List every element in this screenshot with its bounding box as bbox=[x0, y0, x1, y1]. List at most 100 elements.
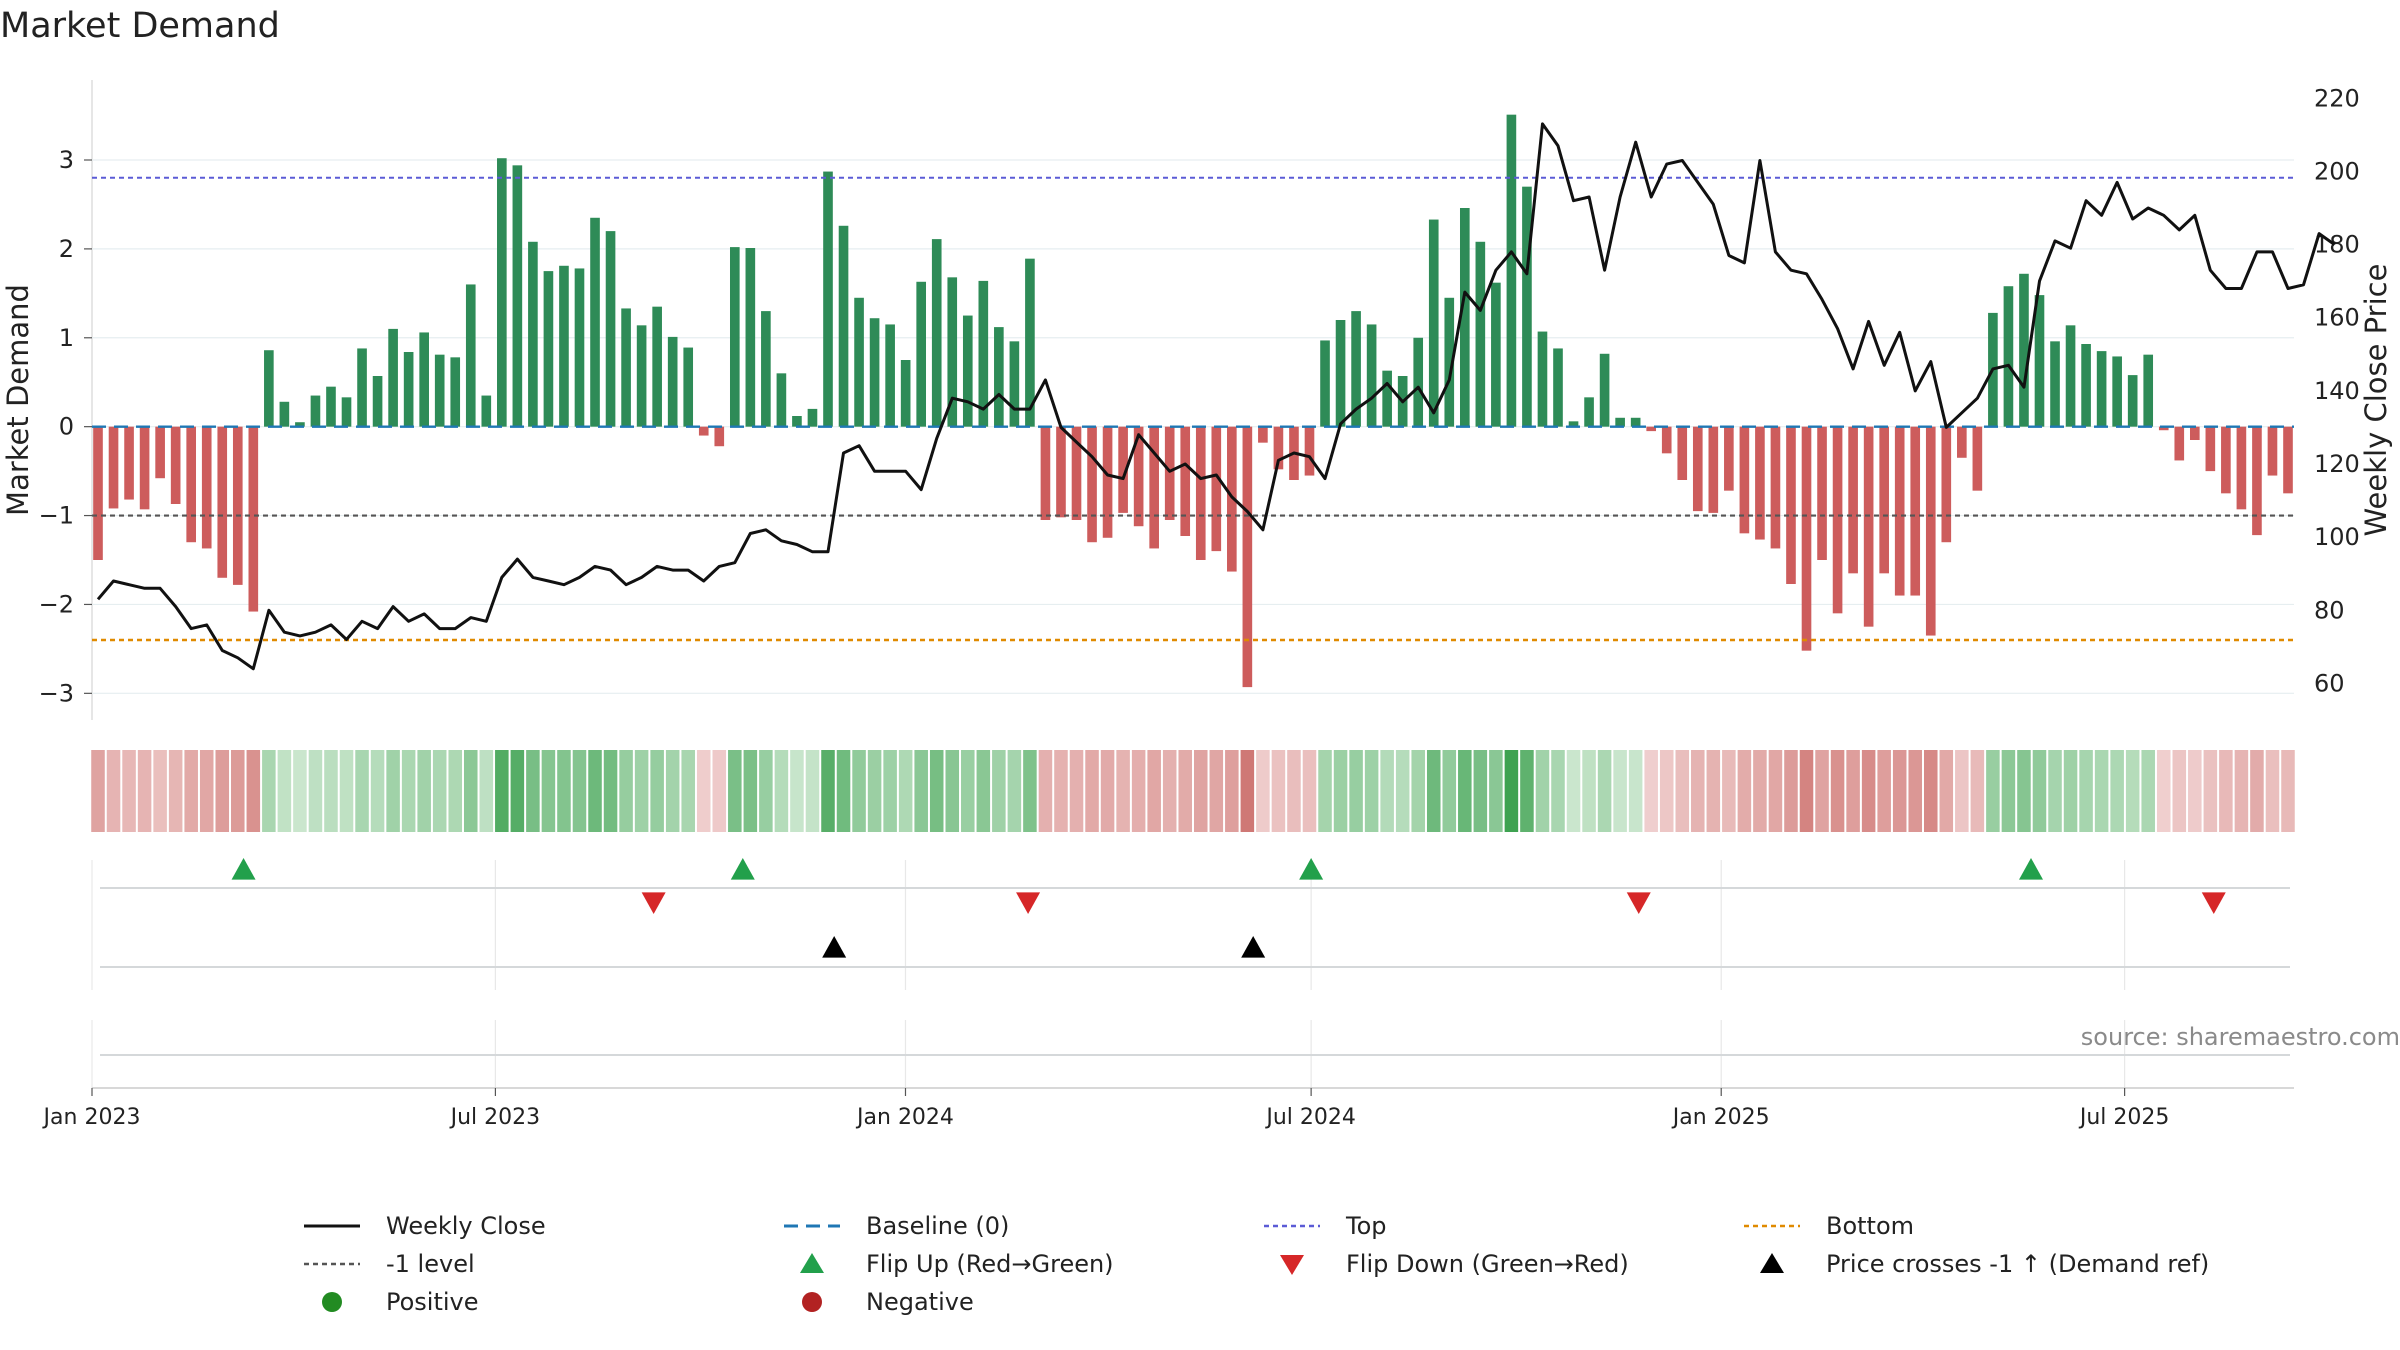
heat-strip-cell bbox=[1116, 750, 1130, 832]
demand-bar bbox=[2034, 295, 2045, 427]
y-tick-label: 0 bbox=[59, 413, 74, 441]
heat-strip-cell bbox=[293, 750, 307, 832]
demand-bar bbox=[1428, 219, 1439, 427]
y2-tick-label: 160 bbox=[2314, 304, 2360, 332]
x-tick-label: Jul 2024 bbox=[1264, 1105, 1356, 1130]
heat-strip-cell bbox=[1706, 750, 1721, 832]
heat-strip-cell bbox=[1442, 750, 1457, 832]
demand-bar bbox=[1087, 426, 1097, 543]
heat-strip-cell bbox=[2156, 750, 2171, 832]
legend-swatch-bottom bbox=[1740, 1211, 1804, 1241]
heat-strip-cell bbox=[526, 750, 540, 832]
heat-strip-cell bbox=[277, 750, 292, 832]
demand-bar bbox=[1195, 426, 1206, 560]
demand-bar bbox=[823, 171, 833, 427]
demand-bar bbox=[590, 217, 600, 427]
heat-strip-cell bbox=[1737, 750, 1752, 832]
heat-strip-cell bbox=[945, 750, 960, 832]
demand-bar bbox=[2236, 426, 2247, 510]
demand-bar bbox=[605, 231, 616, 427]
demand-bar bbox=[1071, 426, 1082, 520]
demand-bar bbox=[1025, 258, 1035, 427]
demand-bar bbox=[295, 422, 305, 427]
demand-bar bbox=[1227, 426, 1237, 572]
heat-strip-cell bbox=[665, 750, 680, 832]
flip-down-marker bbox=[2201, 892, 2226, 914]
heat-strip-cell bbox=[1892, 750, 1907, 832]
heat-strip-cell bbox=[495, 750, 509, 832]
demand-bar bbox=[807, 408, 818, 427]
heat-strip-cell bbox=[1908, 750, 1922, 832]
weekly-close-line bbox=[96, 122, 2336, 671]
demand-bar bbox=[1320, 340, 1330, 427]
demand-bar bbox=[1522, 186, 1532, 427]
heat-strip-cell bbox=[1302, 750, 1317, 832]
heat-strip-cell bbox=[1489, 750, 1503, 832]
demand-bar bbox=[621, 308, 631, 427]
demand-bar bbox=[916, 281, 927, 427]
legend-swatch-positive bbox=[300, 1287, 364, 1317]
demand-bar bbox=[1537, 331, 1548, 427]
demand-bar bbox=[574, 268, 585, 427]
legend-swatch-minus-one bbox=[300, 1249, 364, 1279]
heat-strip-cell bbox=[728, 750, 742, 832]
heat-strip-cell bbox=[805, 750, 820, 832]
legend-swatch-price-cross bbox=[1740, 1249, 1804, 1279]
heat-strip-cell bbox=[1162, 750, 1177, 832]
demand-bar bbox=[481, 395, 492, 427]
heat-strip-cell bbox=[2281, 750, 2295, 832]
heat-strip-cell bbox=[1613, 750, 1627, 832]
demand-bar bbox=[994, 327, 1004, 427]
heat-strip-cell bbox=[992, 750, 1006, 832]
y-tick-label: 1 bbox=[59, 324, 74, 352]
legend-swatch-negative bbox=[780, 1287, 844, 1317]
heat-strip-cell bbox=[2048, 750, 2062, 832]
heat-strip-cell bbox=[1100, 750, 1115, 832]
demand-bar bbox=[139, 426, 150, 510]
demand-bar bbox=[497, 158, 507, 427]
heat-strip-cell bbox=[1924, 750, 1938, 832]
demand-bar bbox=[636, 325, 647, 427]
legend-label: Bottom bbox=[1826, 1212, 1915, 1240]
heat-strip-cell bbox=[215, 750, 230, 832]
heat-strip-cell bbox=[1520, 750, 1534, 832]
heat-strip-cell bbox=[231, 750, 245, 832]
demand-bar bbox=[1444, 297, 1455, 427]
demand-bar bbox=[528, 241, 538, 427]
heat-strip-cell bbox=[1333, 750, 1348, 832]
heat-strip-cell bbox=[1768, 750, 1783, 832]
demand-bar bbox=[1755, 426, 1765, 540]
demand-bar bbox=[761, 311, 771, 427]
heat-strip-cell bbox=[2125, 750, 2140, 832]
heat-strip-cell bbox=[168, 750, 183, 832]
demand-bar bbox=[1832, 426, 1843, 614]
demand-bar bbox=[1770, 426, 1781, 549]
heat-strip-cell bbox=[1395, 750, 1410, 832]
demand-bar bbox=[1910, 426, 1921, 596]
demand-bar bbox=[1894, 426, 1905, 596]
heat-strip-cell bbox=[1784, 750, 1798, 832]
heat-strip-cell bbox=[2265, 750, 2280, 832]
demand-bar bbox=[1102, 426, 1113, 538]
demand-bar bbox=[1273, 426, 1284, 470]
demand-bar bbox=[465, 284, 476, 427]
heat-strip-cell bbox=[432, 750, 447, 832]
heat-strip-cell bbox=[2063, 750, 2078, 832]
legend-label: -1 level bbox=[386, 1250, 475, 1278]
demand-bar bbox=[1506, 114, 1517, 427]
heat-strip-cell bbox=[1147, 750, 1161, 832]
heat-strip-cell bbox=[1970, 750, 1985, 832]
x-tick-label: Jul 2023 bbox=[449, 1105, 541, 1130]
demand-bar bbox=[341, 397, 352, 427]
heat-strip-cell bbox=[572, 750, 587, 832]
demand-bar bbox=[2158, 426, 2169, 431]
heat-strip-cell bbox=[712, 750, 727, 832]
heat-strip-cell bbox=[634, 750, 649, 832]
heat-strip-cell bbox=[1225, 750, 1239, 832]
demand-bar bbox=[1863, 426, 1874, 627]
demand-bar bbox=[2112, 356, 2122, 427]
demand-bar bbox=[667, 336, 678, 427]
demand-bar bbox=[512, 165, 523, 427]
heat-strip-cell bbox=[324, 750, 338, 832]
heat-strip-cell bbox=[929, 750, 944, 832]
